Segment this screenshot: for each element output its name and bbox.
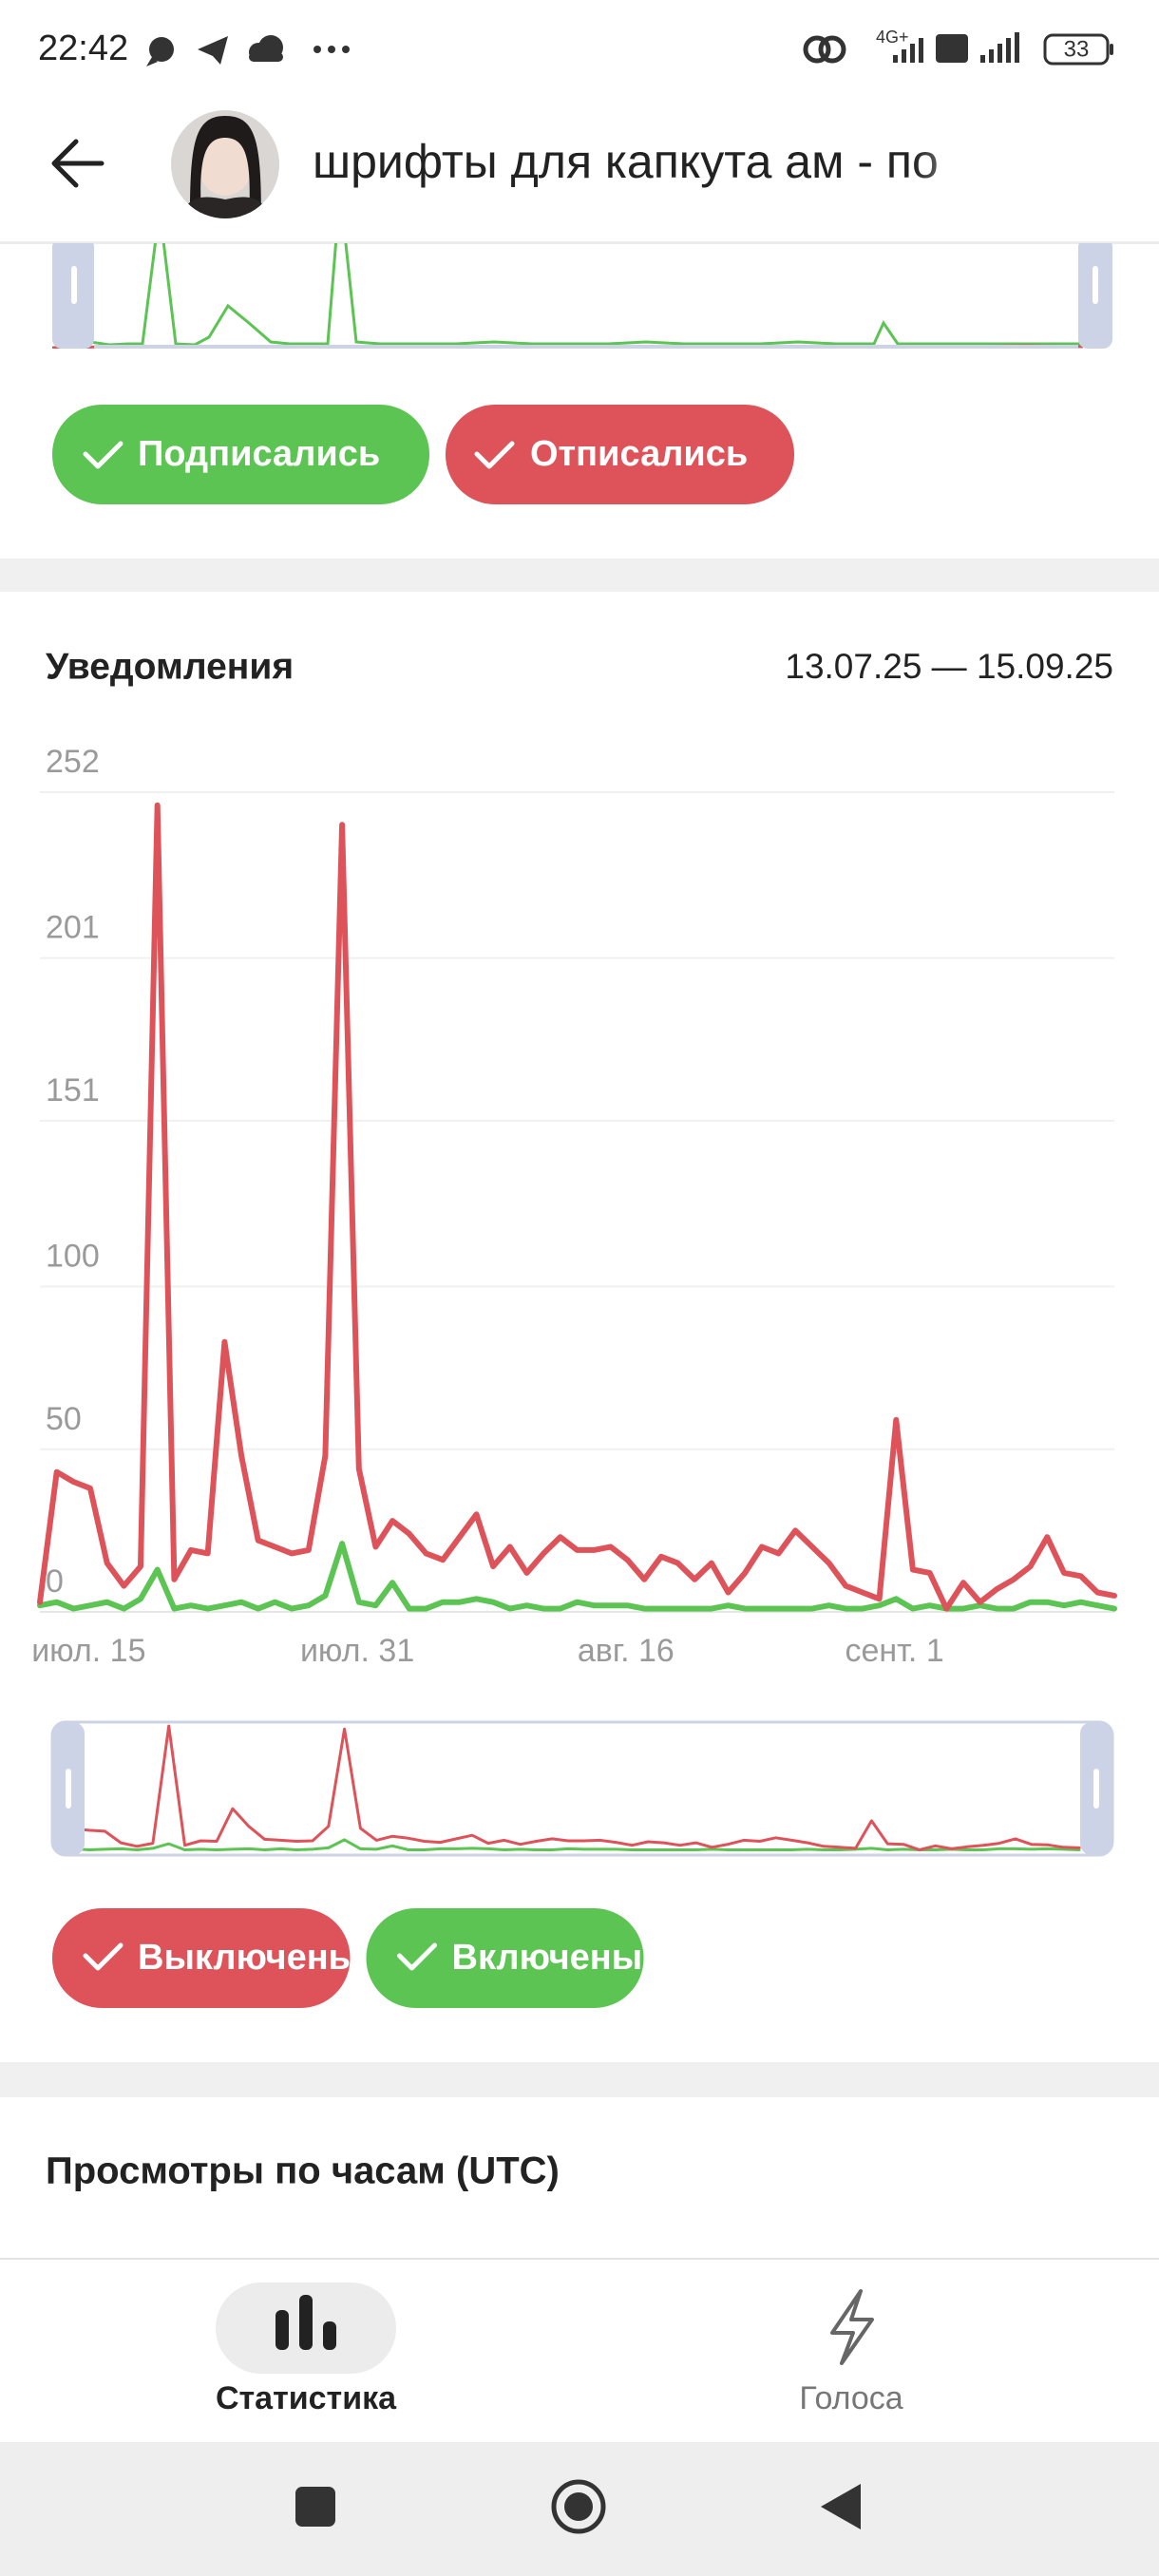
navigator-frame bbox=[50, 1720, 1114, 1857]
status-bar bbox=[0, 0, 1159, 90]
handle-grip bbox=[1093, 1769, 1099, 1809]
y-tick-label: 151 bbox=[46, 1072, 100, 1108]
series-line bbox=[37, 1541, 1117, 1612]
back-button[interactable] bbox=[51, 139, 104, 188]
section-divider bbox=[0, 2062, 1159, 2097]
network-type: 4G+ bbox=[876, 28, 909, 47]
y-tick-label: 0 bbox=[46, 1563, 64, 1600]
x-tick-label: июл. 31 bbox=[300, 1633, 414, 1669]
header-shadow bbox=[0, 241, 1159, 244]
home-button[interactable] bbox=[551, 2479, 606, 2534]
legend-button[interactable] bbox=[52, 1908, 351, 2008]
channel-title: шрифты для капкута ам - по bbox=[313, 135, 939, 188]
legend-label: Подписались bbox=[138, 434, 380, 474]
x-tick-label: авг. 16 bbox=[578, 1633, 674, 1669]
status-icons bbox=[146, 32, 1113, 66]
nav-item[interactable]: Голоса bbox=[799, 2289, 903, 2416]
series-line bbox=[37, 802, 1117, 1612]
clock: 22:42 bbox=[38, 28, 128, 68]
section-title: Уведомления bbox=[46, 646, 294, 687]
notifications-legend: Выключены Включены bbox=[52, 1908, 644, 2008]
y-tick-label: 252 bbox=[46, 744, 100, 780]
series-line bbox=[55, 1838, 1081, 1851]
date-range: 13.07.25 — 15.09.25 bbox=[785, 647, 1113, 686]
series-line bbox=[55, 1724, 1081, 1851]
nav-item[interactable]: Статистика bbox=[216, 2282, 397, 2416]
followers-legend: Подписались Отписались bbox=[52, 405, 794, 504]
x-tick-label: июл. 15 bbox=[31, 1633, 145, 1669]
legend-button[interactable] bbox=[446, 405, 794, 504]
section-title: Просмотры по часам (UTC) bbox=[46, 2150, 560, 2192]
followers-preview bbox=[52, 243, 1112, 349]
legend-label: Включены bbox=[452, 1938, 643, 1978]
legend-check bbox=[397, 1942, 437, 1971]
battery-level: 33 bbox=[1064, 36, 1090, 62]
nav-border bbox=[0, 2258, 1159, 2260]
avatar[interactable] bbox=[171, 110, 279, 220]
legend-check bbox=[83, 1942, 124, 1971]
chart-navigator bbox=[50, 1720, 1114, 1857]
y-tick-label: 50 bbox=[46, 1401, 82, 1437]
nav-label: Статистика bbox=[216, 2380, 397, 2416]
nav-label: Голоса bbox=[799, 2380, 902, 2416]
legend-label: Выключены bbox=[138, 1938, 359, 1978]
legend-button[interactable] bbox=[52, 405, 429, 504]
legend-label: Отписались bbox=[530, 434, 748, 474]
y-tick-label: 201 bbox=[46, 910, 100, 946]
legend-button[interactable] bbox=[366, 1908, 644, 2008]
y-tick-label: 100 bbox=[46, 1239, 100, 1275]
back-system-button[interactable] bbox=[821, 2484, 861, 2529]
notifications-chart: 0 50 100 151 201 252 июл. 15 июл. 31 авг. 16 сент… bbox=[31, 744, 1117, 1669]
x-tick-label: сент. 1 bbox=[845, 1633, 943, 1669]
handle-grip bbox=[66, 1769, 71, 1809]
bottom-nav bbox=[0, 2258, 1159, 2442]
section-divider bbox=[0, 559, 1159, 592]
recents-button[interactable] bbox=[295, 2487, 335, 2527]
